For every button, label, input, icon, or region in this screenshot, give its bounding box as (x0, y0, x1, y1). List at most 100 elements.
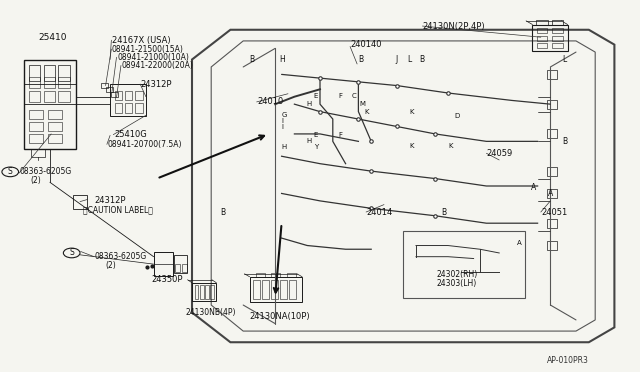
Bar (58, 65, 70, 81)
Text: E: E (314, 132, 318, 138)
Text: 24014: 24014 (367, 208, 393, 217)
Bar (547, 219, 557, 228)
Text: J: J (396, 55, 398, 64)
Bar (58, 91, 70, 102)
Text: F: F (338, 93, 342, 99)
Text: K: K (365, 109, 369, 115)
Text: 08363-6205G: 08363-6205G (19, 167, 72, 176)
Bar (154, 252, 173, 276)
Text: B: B (419, 55, 424, 64)
Bar (135, 91, 143, 100)
Bar (287, 273, 296, 277)
Text: G: G (282, 112, 287, 118)
Bar (250, 277, 302, 302)
Bar (192, 283, 216, 301)
Bar (200, 285, 204, 299)
Bar (271, 273, 280, 277)
Text: K: K (410, 109, 414, 115)
Text: A: A (531, 183, 536, 192)
Bar (552, 28, 563, 33)
Text: C: C (352, 93, 356, 99)
Bar (106, 87, 113, 92)
Text: H: H (306, 101, 311, 107)
Text: 24130NA(10P): 24130NA(10P) (250, 312, 310, 321)
Text: 24312P: 24312P (95, 196, 126, 205)
Bar (48, 110, 62, 119)
Bar (48, 134, 62, 143)
Bar (547, 241, 557, 250)
Bar (29, 110, 43, 119)
Bar (253, 280, 260, 299)
Bar (552, 20, 563, 25)
Text: 08363-6205G: 08363-6205G (95, 252, 147, 261)
Text: 24350P: 24350P (152, 275, 183, 284)
Bar (289, 280, 296, 299)
Bar (174, 255, 187, 273)
Text: B: B (358, 55, 364, 64)
Bar (29, 91, 40, 102)
Bar (111, 92, 118, 97)
Text: B: B (220, 208, 225, 217)
Bar (31, 149, 45, 157)
Bar (58, 77, 70, 88)
Text: 08941-21500(15A): 08941-21500(15A) (112, 45, 184, 54)
Text: H: H (282, 144, 287, 150)
Bar (101, 83, 108, 88)
Text: B: B (442, 208, 447, 217)
Bar (125, 91, 132, 100)
Text: S: S (69, 248, 74, 257)
Bar (262, 280, 269, 299)
Text: 24051: 24051 (541, 208, 568, 217)
Text: 24303(LH): 24303(LH) (436, 279, 477, 288)
Bar (547, 70, 557, 79)
Bar (73, 195, 87, 209)
Text: 25410G: 25410G (114, 130, 147, 139)
Bar (48, 122, 62, 131)
Bar (536, 20, 548, 25)
Text: F: F (338, 132, 342, 138)
Bar (182, 264, 187, 272)
Bar (115, 91, 122, 100)
Text: 24010: 24010 (257, 97, 284, 106)
Text: D: D (454, 113, 460, 119)
Bar (29, 122, 43, 131)
Text: 08941-22000(20A): 08941-22000(20A) (122, 61, 193, 70)
Text: 08941-21000(10A): 08941-21000(10A) (117, 53, 189, 62)
Text: B: B (250, 55, 255, 64)
Text: Y: Y (314, 144, 318, 150)
Text: (2): (2) (30, 176, 41, 185)
Text: 240140: 240140 (351, 40, 382, 49)
Text: K: K (448, 143, 452, 149)
Bar (256, 273, 265, 277)
Bar (210, 285, 214, 299)
Text: I: I (282, 118, 284, 124)
Bar (29, 65, 40, 81)
Bar (44, 65, 55, 81)
Bar (547, 129, 557, 138)
Text: 24312P: 24312P (141, 80, 172, 89)
Bar (205, 285, 209, 299)
Bar (195, 285, 198, 299)
Text: L: L (407, 55, 412, 64)
Bar (532, 25, 568, 51)
Bar (271, 280, 278, 299)
Bar (135, 103, 143, 113)
Bar (24, 60, 76, 149)
Text: S: S (8, 167, 13, 176)
Text: M: M (360, 101, 365, 107)
Text: 08941-20700(7.5A): 08941-20700(7.5A) (108, 140, 182, 149)
Bar (547, 100, 557, 109)
Bar (537, 36, 547, 41)
Bar (44, 77, 55, 88)
Text: E: E (314, 93, 318, 99)
Text: H: H (306, 138, 311, 144)
Bar (547, 189, 557, 198)
Bar (29, 134, 43, 143)
Text: 24059: 24059 (486, 149, 513, 158)
Bar (115, 103, 122, 113)
Text: 〈CAUTION LABEL〉: 〈CAUTION LABEL〉 (83, 205, 153, 214)
Text: (2): (2) (106, 261, 116, 270)
Bar (552, 43, 563, 48)
Text: 24167X (USA): 24167X (USA) (112, 36, 171, 45)
Bar (547, 167, 557, 176)
